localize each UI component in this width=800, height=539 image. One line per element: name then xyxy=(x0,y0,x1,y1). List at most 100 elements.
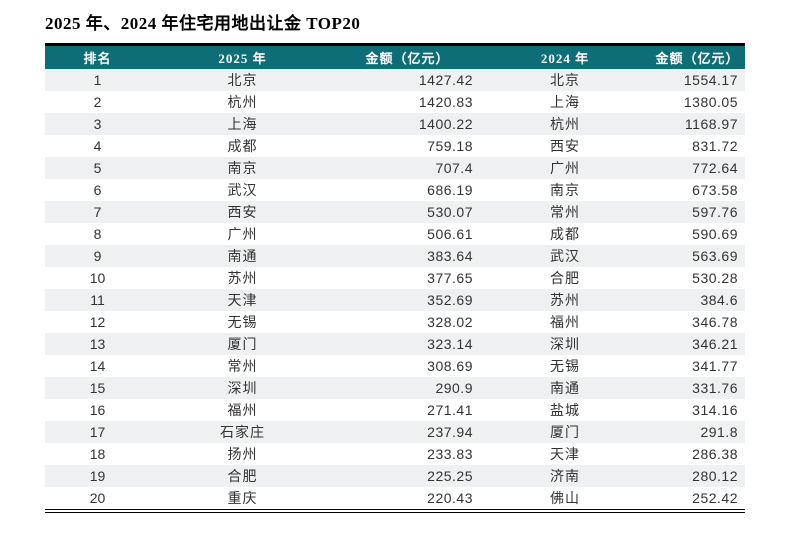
city-2024-cell: 天津 xyxy=(480,443,650,465)
amount-2025-cell: 323.14 xyxy=(335,333,480,355)
rank-cell: 18 xyxy=(45,443,150,465)
amount-2024-cell: 341.77 xyxy=(650,355,745,377)
city-2025-cell: 苏州 xyxy=(150,267,335,289)
table-row: 11 天津 352.69 苏州 384.6 xyxy=(45,289,745,311)
city-2024-cell: 杭州 xyxy=(480,113,650,135)
amount-2024-cell: 530.28 xyxy=(650,267,745,289)
city-2025-cell: 扬州 xyxy=(150,443,335,465)
amount-2024-cell: 314.16 xyxy=(650,399,745,421)
amount-2025-cell: 707.4 xyxy=(335,157,480,179)
amount-2025-cell: 506.61 xyxy=(335,223,480,245)
rank-cell: 12 xyxy=(45,311,150,333)
city-2024-cell: 西安 xyxy=(480,135,650,157)
table-row: 5 南京 707.4 广州 772.64 xyxy=(45,157,745,179)
rank-cell: 9 xyxy=(45,245,150,267)
amount-2024-cell: 384.6 xyxy=(650,289,745,311)
rank-cell: 16 xyxy=(45,399,150,421)
rank-cell: 2 xyxy=(45,91,150,113)
amount-2024-cell: 346.21 xyxy=(650,333,745,355)
amount-2024-cell: 291.8 xyxy=(650,421,745,443)
city-2024-cell: 苏州 xyxy=(480,289,650,311)
rank-cell: 20 xyxy=(45,487,150,511)
amount-2025-cell: 290.9 xyxy=(335,377,480,399)
rank-cell: 13 xyxy=(45,333,150,355)
city-2025-cell: 常州 xyxy=(150,355,335,377)
city-2025-cell: 深圳 xyxy=(150,377,335,399)
table-row: 10 苏州 377.65 合肥 530.28 xyxy=(45,267,745,289)
amount-2025-cell: 352.69 xyxy=(335,289,480,311)
city-2024-cell: 厦门 xyxy=(480,421,650,443)
rank-cell: 3 xyxy=(45,113,150,135)
amount-2024-cell: 1168.97 xyxy=(650,113,745,135)
column-header-amount-2024: 金额（亿元） xyxy=(650,44,745,69)
amount-2025-cell: 530.07 xyxy=(335,201,480,223)
city-2025-cell: 杭州 xyxy=(150,91,335,113)
city-2025-cell: 武汉 xyxy=(150,179,335,201)
rank-cell: 17 xyxy=(45,421,150,443)
city-2025-cell: 上海 xyxy=(150,113,335,135)
city-2025-cell: 重庆 xyxy=(150,487,335,511)
amount-2024-cell: 673.58 xyxy=(650,179,745,201)
city-2024-cell: 佛山 xyxy=(480,487,650,511)
table-row: 20 重庆 220.43 佛山 252.42 xyxy=(45,487,745,511)
table-row: 9 南通 383.64 武汉 563.69 xyxy=(45,245,745,267)
table-row: 3 上海 1400.22 杭州 1168.97 xyxy=(45,113,745,135)
amount-2025-cell: 220.43 xyxy=(335,487,480,511)
column-header-city-2024: 2024 年 xyxy=(480,44,650,69)
table-header: 排名 2025 年 金额（亿元） 2024 年 金额（亿元） xyxy=(45,44,745,69)
rank-cell: 15 xyxy=(45,377,150,399)
city-2025-cell: 天津 xyxy=(150,289,335,311)
table-row: 12 无锡 328.02 福州 346.78 xyxy=(45,311,745,333)
table-row: 6 武汉 686.19 南京 673.58 xyxy=(45,179,745,201)
amount-2025-cell: 237.94 xyxy=(335,421,480,443)
table-row: 4 成都 759.18 西安 831.72 xyxy=(45,135,745,157)
amount-2024-cell: 252.42 xyxy=(650,487,745,511)
city-2024-cell: 福州 xyxy=(480,311,650,333)
rank-cell: 5 xyxy=(45,157,150,179)
rank-cell: 4 xyxy=(45,135,150,157)
column-header-rank: 排名 xyxy=(45,44,150,69)
city-2024-cell: 上海 xyxy=(480,91,650,113)
city-2025-cell: 西安 xyxy=(150,201,335,223)
amount-2024-cell: 590.69 xyxy=(650,223,745,245)
city-2024-cell: 盐城 xyxy=(480,399,650,421)
city-2025-cell: 厦门 xyxy=(150,333,335,355)
city-2024-cell: 深圳 xyxy=(480,333,650,355)
amount-2025-cell: 308.69 xyxy=(335,355,480,377)
column-header-amount-2025: 金额（亿元） xyxy=(335,44,480,69)
column-header-city-2025: 2025 年 xyxy=(150,44,335,69)
city-2024-cell: 成都 xyxy=(480,223,650,245)
city-2024-cell: 合肥 xyxy=(480,267,650,289)
amount-2024-cell: 563.69 xyxy=(650,245,745,267)
table-row: 14 常州 308.69 无锡 341.77 xyxy=(45,355,745,377)
amount-2025-cell: 1427.42 xyxy=(335,69,480,91)
page-title: 2025 年、2024 年住宅用地出让金 TOP20 xyxy=(45,14,361,33)
city-2024-cell: 北京 xyxy=(480,69,650,91)
amount-2024-cell: 831.72 xyxy=(650,135,745,157)
amount-2025-cell: 233.83 xyxy=(335,443,480,465)
city-2025-cell: 南通 xyxy=(150,245,335,267)
city-2025-cell: 广州 xyxy=(150,223,335,245)
city-2025-cell: 北京 xyxy=(150,69,335,91)
city-2024-cell: 无锡 xyxy=(480,355,650,377)
city-2025-cell: 成都 xyxy=(150,135,335,157)
table-row: 7 西安 530.07 常州 597.76 xyxy=(45,201,745,223)
table-row: 2 杭州 1420.83 上海 1380.05 xyxy=(45,91,745,113)
amount-2025-cell: 328.02 xyxy=(335,311,480,333)
amount-2025-cell: 759.18 xyxy=(335,135,480,157)
amount-2024-cell: 597.76 xyxy=(650,201,745,223)
amount-2025-cell: 383.64 xyxy=(335,245,480,267)
city-2024-cell: 广州 xyxy=(480,157,650,179)
city-2025-cell: 无锡 xyxy=(150,311,335,333)
table-row: 13 厦门 323.14 深圳 346.21 xyxy=(45,333,745,355)
amount-2024-cell: 1380.05 xyxy=(650,91,745,113)
city-2024-cell: 常州 xyxy=(480,201,650,223)
city-2025-cell: 合肥 xyxy=(150,465,335,487)
rank-cell: 19 xyxy=(45,465,150,487)
city-2025-cell: 福州 xyxy=(150,399,335,421)
table-row: 8 广州 506.61 成都 590.69 xyxy=(45,223,745,245)
table-body: 1 北京 1427.42 北京 1554.17 2 杭州 1420.83 上海 … xyxy=(45,69,745,511)
rank-cell: 8 xyxy=(45,223,150,245)
header-row: 排名 2025 年 金额（亿元） 2024 年 金额（亿元） xyxy=(45,44,745,69)
